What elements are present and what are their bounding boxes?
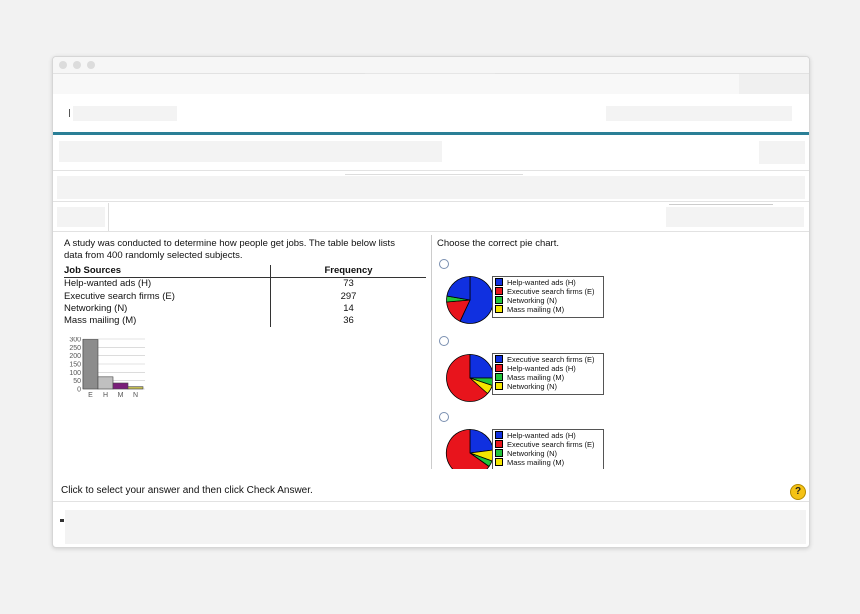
option-b-pie-chart[interactable] [445, 353, 495, 403]
option-c-legend: Help-wanted ads (H) Executive search fir… [492, 429, 604, 469]
y-tick-label: 150 [69, 362, 81, 369]
legend-swatch [495, 382, 503, 391]
toolbar-area [53, 74, 809, 94]
x-tick-label: E [88, 392, 93, 399]
divider-vertical [108, 203, 109, 231]
legend-label: Help-wanted ads (H) [507, 364, 576, 373]
question-text-line2: data from 400 randomly selected subjects… [64, 250, 243, 261]
table-header-source: Job Sources [64, 265, 122, 276]
legend-label: Mass mailing (M) [507, 305, 565, 314]
y-tick-label: 50 [73, 378, 81, 385]
legend-label: Networking (N) [507, 296, 558, 305]
x-tick-label: N [133, 392, 138, 399]
bar-E [82, 339, 99, 390]
top-right-button-placeholder[interactable] [759, 141, 805, 164]
legend-swatch [495, 449, 503, 458]
option-a-legend: Help-wanted ads (H) Executive search fir… [492, 276, 604, 318]
option-b-legend: Executive search firms (E) Help-wanted a… [492, 353, 604, 395]
table-row-source: Mass mailing (M) [64, 315, 137, 326]
divider [53, 231, 809, 232]
table-row-frequency: 297 [340, 291, 357, 302]
answer-prompt: Choose the correct pie chart. [437, 238, 559, 249]
bar-H [97, 376, 114, 390]
table-row-frequency: 14 [343, 303, 354, 314]
legend-swatch [495, 440, 503, 449]
legend-swatch [495, 278, 503, 287]
legend-label: Executive search firms (E) [507, 355, 595, 364]
header-right-placeholder [606, 106, 792, 121]
y-tick-label: 0 [77, 387, 81, 394]
divider [53, 170, 809, 171]
instruction-text: Click to select your answer and then cli… [61, 485, 313, 496]
score-line [669, 204, 773, 205]
assignment-title-placeholder [59, 141, 442, 162]
legend-label: Executive search firms (E) [507, 440, 595, 449]
bar-M [112, 382, 129, 390]
legend-swatch [495, 431, 503, 440]
question-text-line1: A study was conducted to determine how p… [64, 238, 395, 249]
help-icon[interactable]: ? [790, 484, 806, 500]
bar-N [127, 386, 144, 390]
option-c-pie-chart[interactable] [445, 428, 495, 469]
table-row-source: Help-wanted ads (H) [64, 278, 152, 289]
divider [53, 501, 809, 502]
text-cursor [69, 109, 70, 117]
title-bar [53, 57, 809, 74]
y-tick-label: 200 [69, 353, 81, 360]
score-placeholder [666, 207, 804, 227]
option-b-radio[interactable] [439, 336, 449, 346]
legend-swatch [495, 458, 503, 467]
legend-label: Help-wanted ads (H) [507, 278, 576, 287]
toolbar-right-block [739, 74, 809, 94]
browser-window: A study was conducted to determine how p… [52, 56, 810, 548]
footer-marker [60, 519, 64, 522]
option-c-legend-clip: Help-wanted ads (H) Executive search fir… [492, 429, 604, 469]
y-tick-label: 300 [69, 337, 81, 344]
option-a-pie-chart[interactable] [445, 275, 495, 325]
table-row-source: Executive search firms (E) [64, 291, 175, 302]
header-left-placeholder [73, 106, 177, 121]
minimize-window-icon[interactable] [73, 61, 81, 69]
table-row-source: Networking (N) [64, 303, 128, 314]
legend-swatch [495, 373, 503, 382]
legend-label: Mass mailing (M) [507, 373, 565, 382]
footer-controls-placeholder [65, 510, 806, 544]
center-line [345, 174, 523, 175]
legend-swatch [495, 355, 503, 364]
table-header-frequency: Frequency [324, 265, 373, 276]
table-row-frequency: 73 [343, 278, 354, 289]
legend-swatch [495, 305, 503, 314]
legend-swatch [495, 364, 503, 373]
x-tick-label: M [118, 392, 124, 399]
table-row-frequency: 36 [343, 315, 354, 326]
y-tick-label: 250 [69, 345, 81, 352]
table-column-rule [270, 265, 271, 327]
legend-label: Mass mailing (M) [507, 458, 565, 467]
option-a-radio[interactable] [439, 259, 449, 269]
legend-label: Networking (N) [507, 449, 558, 458]
y-tick-label: 100 [69, 370, 81, 377]
close-window-icon[interactable] [59, 61, 67, 69]
header-accent-bar [53, 132, 809, 135]
question-nav-placeholder [57, 176, 805, 199]
x-tick-label: H [103, 392, 108, 399]
option-c-radio[interactable] [439, 412, 449, 422]
table-header-rule [64, 277, 426, 278]
question-number-placeholder [57, 207, 105, 227]
legend-label: Executive search firms (E) [507, 287, 595, 296]
divider [53, 201, 809, 202]
legend-swatch [495, 287, 503, 296]
legend-label: Help-wanted ads (H) [507, 431, 576, 440]
legend-swatch [495, 296, 503, 305]
legend-label: Networking (N) [507, 382, 558, 391]
option-c-pie-clip [445, 428, 497, 469]
maximize-window-icon[interactable] [87, 61, 95, 69]
panel-divider [431, 235, 432, 469]
